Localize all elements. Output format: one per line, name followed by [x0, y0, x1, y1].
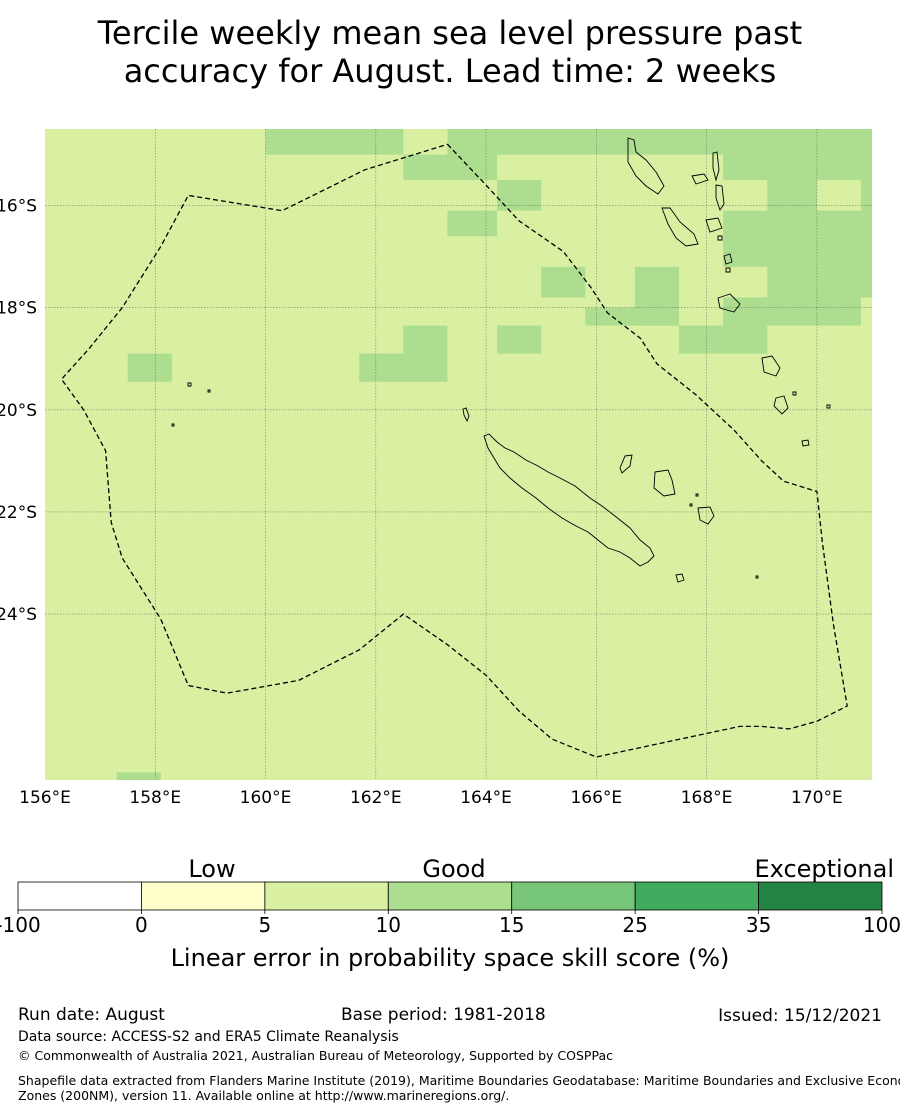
lat-tick-label: 22°S: [0, 503, 37, 523]
skill-cell-10-15: [127, 353, 172, 382]
coastline-pentecost: [715, 184, 725, 212]
colorbar-tick-label: 100: [863, 913, 900, 937]
run-date: Run date: August: [18, 1005, 165, 1025]
skill-cell-10-15: [767, 180, 817, 211]
colorbar-swatch: [17, 881, 142, 911]
coastline-islet-d: [725, 267, 731, 273]
coastline-mare: [697, 506, 715, 525]
colorbar-axis-label: Linear error in probability space skill …: [171, 944, 730, 972]
colorbar-legend: -100 0 5 10 15 25 35 100 Low Good Exceptional Linea…: [0, 855, 900, 972]
graticule-layer: [45, 129, 872, 780]
eez-boundary-line: [60, 143, 848, 758]
skill-cell-10-15: [634, 266, 680, 298]
base-period: Base period: 1981-2018: [341, 1005, 546, 1025]
colorbar-swatch: [141, 881, 266, 911]
eez-boundary-layer: [60, 143, 848, 758]
coastline-ambrym: [705, 217, 723, 233]
lat-tick-label: 20°S: [0, 401, 37, 421]
data-source: Data source: ACCESS-S2 and ERA5 Climate …: [18, 1029, 399, 1045]
coastline-islet-e: [187, 382, 192, 387]
skill-cell-10-15: [541, 266, 586, 298]
skill-cell-10-15: [447, 210, 498, 237]
title-line-2: accuracy for August. Lead time: 2 weeks: [123, 52, 777, 90]
colorbar-tick-label: 0: [135, 913, 148, 937]
skill-cell-10-15: [679, 325, 768, 354]
colorbar-tick-label: -100: [0, 913, 41, 937]
lat-tick-label: 18°S: [0, 299, 37, 319]
skill-cell-10-15: [723, 154, 872, 181]
coastline-islet-j: [695, 493, 699, 497]
coastline-ouvea: [619, 454, 633, 474]
coastline-islet-g: [171, 423, 175, 427]
coastline-espiritu-santo: [627, 137, 665, 195]
lat-tick-label: 16°S: [0, 197, 37, 217]
coastline-islet-i: [689, 503, 693, 507]
coastline-belep-islands: [462, 407, 470, 423]
coastline-islet-a: [792, 391, 797, 396]
lon-tick-label: 170°E: [791, 788, 843, 808]
coastline-islet-f: [207, 389, 211, 393]
skill-cell-10-15: [497, 325, 542, 354]
lon-tick-label: 162°E: [350, 788, 402, 808]
lon-tick-label: 168°E: [681, 788, 733, 808]
map-figure: 156°E 158°E 160°E 162°E 164°E 166°E 168°E 170°E…: [0, 129, 900, 972]
skill-cell-10-15: [497, 180, 542, 211]
coastline-new-caledonia: [483, 433, 655, 567]
colorbar-swatch: [758, 881, 883, 911]
map-axes: 156°E 158°E 160°E 162°E 164°E 166°E 168°E 170°E…: [0, 197, 843, 808]
coastline-tanna: [773, 395, 789, 415]
colorbar-swatch: [634, 881, 759, 911]
skill-cell-10-15: [723, 210, 872, 237]
skill-cell-10-15: [723, 236, 872, 267]
colorbar-tick-label: 15: [499, 913, 524, 937]
colorbar-swatch: [387, 881, 513, 911]
map-title: Tercile weekly mean sea level pressure p…: [0, 14, 900, 90]
colorbar-swatch: [264, 881, 389, 911]
copyright-notice: © Commonwealth of Australia 2021, Austra…: [18, 1048, 613, 1063]
coastline-islet-h: [755, 575, 759, 579]
colorbar-good-label: Good: [422, 855, 485, 883]
coastline-erromango: [761, 355, 781, 377]
coastline-isle-of-pines: [675, 573, 685, 583]
coastline-ambae: [691, 173, 709, 185]
issued-date: Issued: 15/12/2021: [718, 1006, 882, 1026]
lat-tick-label: 24°S: [0, 605, 37, 625]
colorbar-tick-label: 35: [746, 913, 771, 937]
coastline-epi: [723, 253, 733, 265]
skill-cell-10-15: [447, 129, 872, 155]
lon-tick-label: 166°E: [570, 788, 622, 808]
colorbar-tick-label: 10: [376, 913, 401, 937]
coastline-layer: [171, 137, 831, 583]
skill-cell-10-15: [116, 772, 161, 780]
colorbar-tick-label: 25: [622, 913, 647, 937]
coastline-lifou: [653, 469, 676, 497]
lon-tick-label: 158°E: [129, 788, 181, 808]
skill-cell-10-15: [767, 266, 872, 298]
skill-cell-10-15: [585, 307, 680, 326]
lon-tick-label: 156°E: [19, 788, 71, 808]
coastline-islet-c: [717, 235, 723, 241]
lon-tick-label: 164°E: [460, 788, 512, 808]
colorbar-exceptional-label: Exceptional: [755, 855, 895, 883]
colorbar-swatch: [511, 881, 636, 911]
coastline-maewo: [712, 151, 720, 182]
skill-cell-10-15: [359, 353, 448, 382]
coastline-aneityum: [801, 439, 810, 447]
colorbar-low-label: Low: [188, 855, 235, 883]
coastline-islet-b: [826, 404, 831, 409]
skill-cell-10-15: [860, 180, 872, 211]
colorbar-tick-label: 5: [258, 913, 271, 937]
skill-cell-10-15: [265, 129, 404, 155]
skill-cell-10-15: [403, 154, 498, 181]
lon-tick-label: 160°E: [240, 788, 292, 808]
title-line-1: Tercile weekly mean sea level pressure p…: [97, 14, 803, 52]
coastline-malakula: [661, 207, 699, 247]
shapefile-credit-line-2: Zones (200NM), version 11. Available onl…: [18, 1088, 510, 1103]
skill-cell-10-15: [403, 325, 448, 354]
shapefile-credit-line-1: Shapefile data extracted from Flanders M…: [18, 1073, 900, 1088]
skill-cell-10-15: [723, 297, 861, 326]
coastline-efate: [717, 293, 741, 313]
